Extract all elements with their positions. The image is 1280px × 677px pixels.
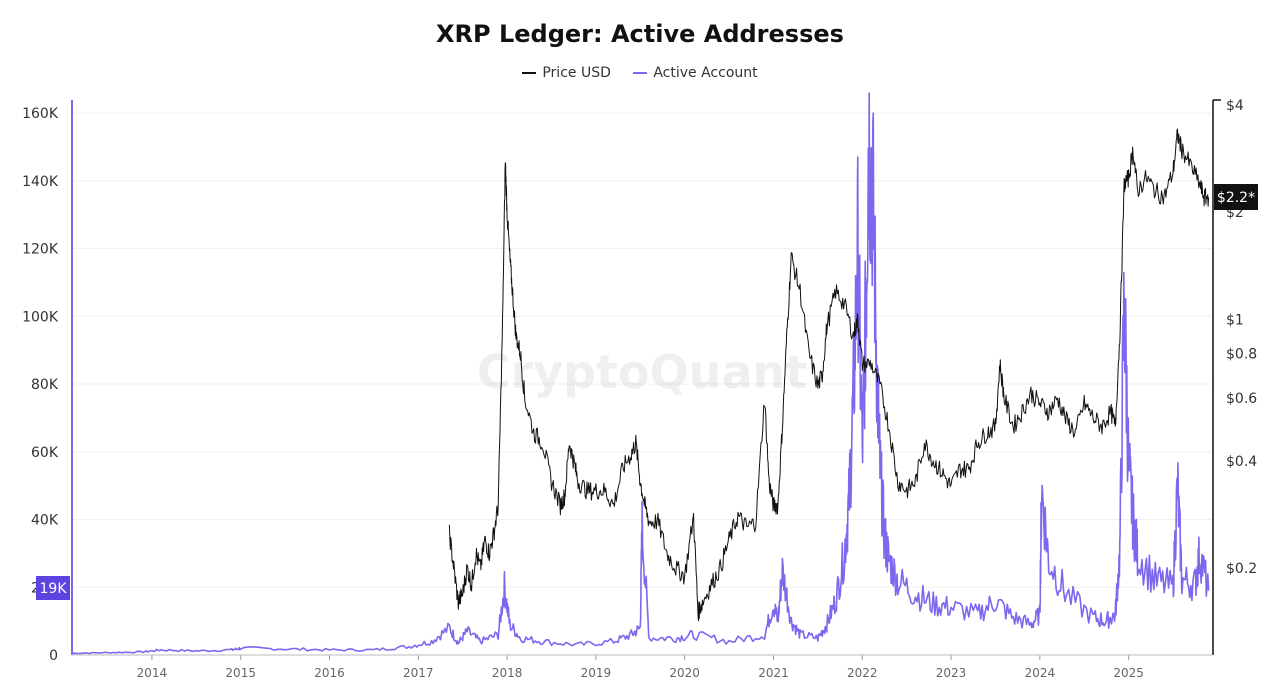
left-tick-label: 60K: [31, 445, 59, 461]
legend-item-active-account[interactable]: Active Account: [633, 65, 758, 81]
left-tick-label: 140K: [22, 174, 59, 190]
left-tick-label: 100K: [22, 309, 59, 325]
x-tick-label: 2017: [403, 666, 434, 677]
series-group: [71, 92, 1210, 655]
left-tick-label: 120K: [22, 242, 59, 258]
left-tick-label: 160K: [22, 106, 59, 122]
left-value-badge-text: 19K: [40, 581, 68, 597]
x-tick-label: 2025: [1113, 666, 1144, 677]
right-tick-label: $0.8: [1226, 347, 1257, 363]
x-axis: 2014 2015 2016 2017 2018 2019 2020 2021 2022 2023…: [72, 654, 1213, 677]
watermark: CryptoQuant: [477, 345, 808, 399]
x-tick-label: 2014: [137, 666, 168, 677]
right-axis: $0.2$0.4$0.6$0.8$1$2$4: [1212, 98, 1257, 655]
left-tick-label: 0: [49, 648, 58, 664]
x-tick-label: 2019: [581, 666, 612, 677]
legend-swatch-price: [522, 72, 537, 74]
x-tick-label: 2020: [669, 666, 700, 677]
legend: Price USD Active Account: [0, 62, 1280, 81]
legend-label-active-account: Active Account: [653, 65, 758, 81]
left-value-badge: [36, 576, 70, 600]
x-tick-label: 2015: [225, 666, 256, 677]
left-tick-label: 40K: [31, 513, 59, 529]
right-tick-label: $0.6: [1226, 391, 1257, 407]
x-tick-label: 2022: [847, 666, 878, 677]
price-usd-line[interactable]: [448, 128, 1210, 622]
x-tick-label: 2023: [936, 666, 967, 677]
active-account-line[interactable]: [71, 92, 1210, 655]
value-badges: 19K $2.2*: [36, 184, 1258, 600]
right-tick-label: $0.2: [1226, 561, 1257, 577]
legend-item-price[interactable]: Price USD: [522, 65, 611, 81]
x-tick-label: 2018: [492, 666, 523, 677]
left-tick-label: 80K: [31, 377, 59, 393]
legend-label-price: Price USD: [542, 65, 611, 81]
x-tick-label: 2021: [758, 666, 789, 677]
legend-swatch-active-account: [633, 72, 648, 74]
right-tick-label: $0.4: [1226, 454, 1257, 470]
right-value-badge-text: $2.2*: [1217, 190, 1255, 206]
right-tick-label: $1: [1226, 312, 1244, 328]
chart-title: XRP Ledger: Active Addresses: [436, 20, 844, 48]
right-tick-label: $4: [1226, 98, 1244, 114]
right-value-badge: [1214, 184, 1258, 210]
x-tick-label: 2024: [1025, 666, 1056, 677]
x-tick-label: 2016: [314, 666, 345, 677]
